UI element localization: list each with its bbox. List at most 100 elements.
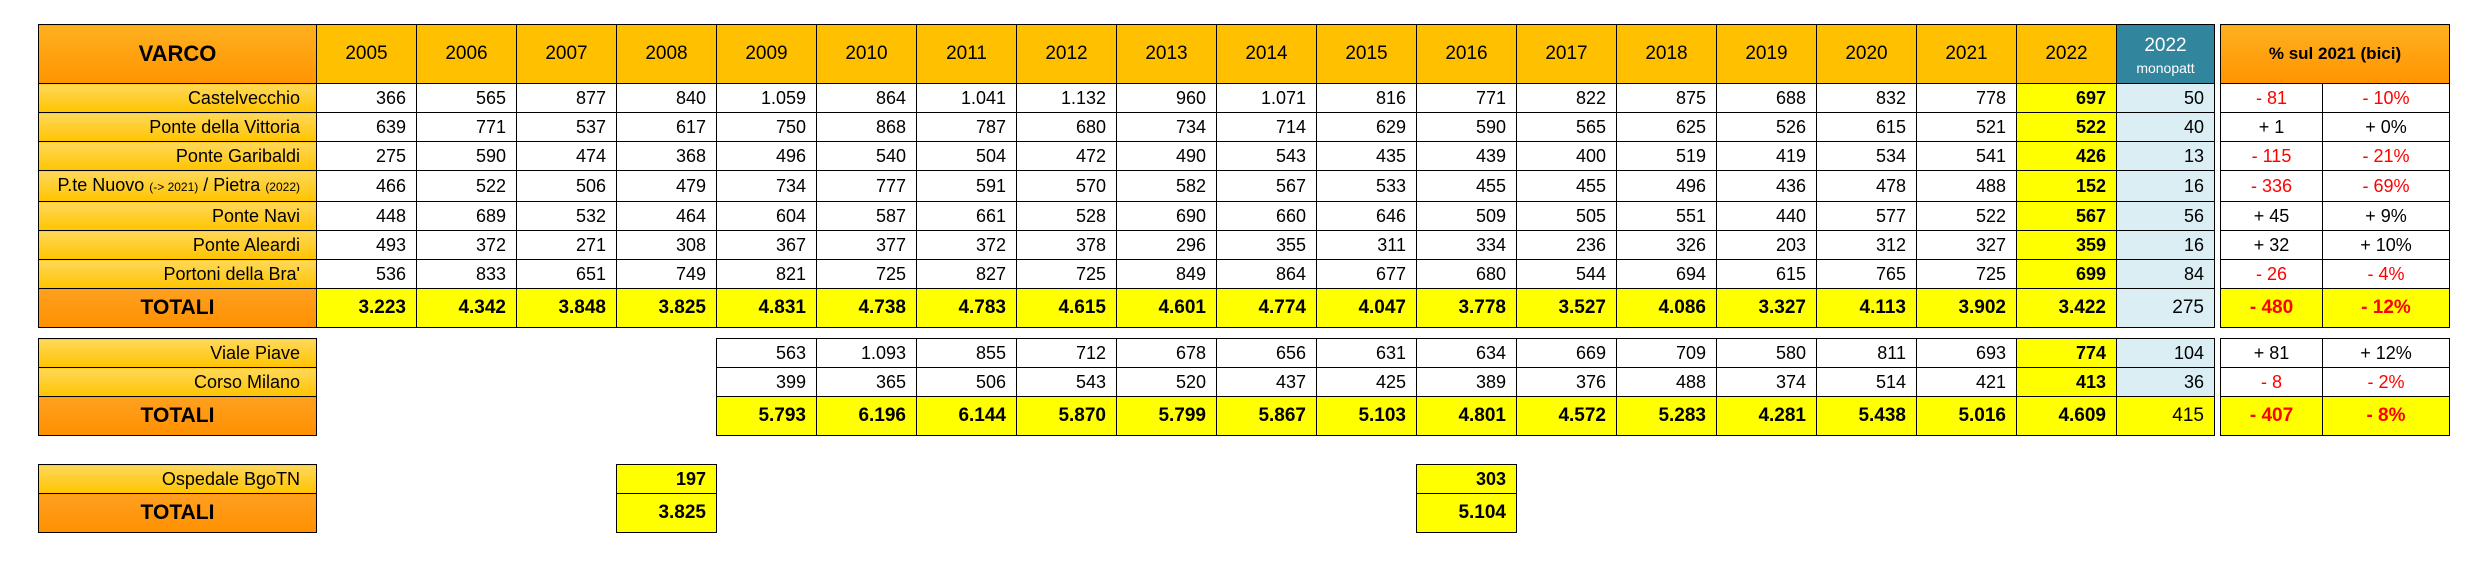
value-cell: 734 (716, 170, 817, 202)
total-value: 3.223 (316, 288, 417, 328)
header-year: 2008 (616, 24, 717, 84)
total-monopatt: 415 (2116, 396, 2215, 436)
diff-cell: - 336 (2220, 170, 2323, 202)
header-monopatt-label: monopatt (2136, 60, 2195, 76)
value-cell: 582 (1116, 170, 1217, 202)
total-row: TOTALI 3.223 4.342 3.848 3.825 4.831 4.738 4.78… (38, 288, 2450, 328)
value-cell: 312 (1816, 230, 1917, 260)
value-cell: 466 (316, 170, 417, 202)
value-cell: 478 (1816, 170, 1917, 202)
value-cell: 1.132 (1016, 83, 1117, 113)
value-cell: 833 (416, 259, 517, 289)
pct-cell: + 9% (2322, 201, 2450, 231)
pct-cell: + 12% (2322, 338, 2450, 368)
total-value: 4.086 (1616, 288, 1717, 328)
value-cell: 326 (1616, 230, 1717, 260)
value-cell: 551 (1616, 201, 1717, 231)
value-cell: 855 (916, 338, 1017, 368)
table-row: Ponte Navi 448 689 532 464 604 587 661 528 690 660… (38, 201, 2450, 231)
value-cell: 374 (1716, 367, 1817, 397)
diff-cell: + 45 (2220, 201, 2323, 231)
value-cell: 680 (1416, 259, 1517, 289)
value-cell: 311 (1316, 230, 1417, 260)
total-monopatt: 275 (2116, 288, 2215, 328)
value-cell: 504 (916, 141, 1017, 171)
header-varco: VARCO (38, 24, 317, 84)
value-cell: 749 (616, 259, 717, 289)
value-cell: 472 (1016, 141, 1117, 171)
value-cell: 712 (1016, 338, 1117, 368)
total-value: 5.103 (1316, 396, 1417, 436)
total-value: 4.281 (1716, 396, 1817, 436)
value-cell: 821 (716, 259, 817, 289)
total-value: 4.601 (1116, 288, 1217, 328)
value-cell: 522 (416, 170, 517, 202)
diff-cell: + 32 (2220, 230, 2323, 260)
value-cell: 437 (1216, 367, 1317, 397)
value-cell: 714 (1216, 112, 1317, 142)
diff-cell: + 81 (2220, 338, 2323, 368)
value-cell: 590 (416, 141, 517, 171)
value-cell: 832 (1816, 83, 1917, 113)
value-cell: 419 (1716, 141, 1817, 171)
value-cell: 875 (1616, 83, 1717, 113)
value-cell: 327 (1916, 230, 2017, 260)
table-row: Corso Milano 399 365 506 543 520 437 425 389 376 4… (38, 367, 2450, 397)
monopatt-cell: 84 (2116, 259, 2215, 289)
header-year: 2011 (916, 24, 1017, 84)
table-row: Castelvecchio 366 565 877 840 1.059 864 1.041 1.… (38, 83, 2450, 113)
value-cell: 400 (1516, 141, 1617, 171)
header-monopatt-year: 2022 (2144, 35, 2187, 56)
row-label: Castelvecchio (38, 83, 317, 113)
total-value: 4.047 (1316, 288, 1417, 328)
total-value: 4.774 (1216, 288, 1317, 328)
row-label: Ponte Navi (38, 201, 317, 231)
monopatt-cell: 56 (2116, 201, 2215, 231)
value-cell: 787 (916, 112, 1017, 142)
value-cell: 532 (516, 201, 617, 231)
total-value: 4.738 (816, 288, 917, 328)
total-row: TOTALI 3.825 5.104 (38, 493, 2450, 533)
value-cell: 816 (1316, 83, 1417, 113)
value-cell: 699 (2016, 259, 2117, 289)
header-year: 2015 (1316, 24, 1417, 84)
total-value: 4.615 (1016, 288, 1117, 328)
value-cell: 376 (1516, 367, 1617, 397)
empty-cell (717, 465, 1417, 494)
value-cell: 365 (816, 367, 917, 397)
total-value: 4.572 (1516, 396, 1617, 436)
value-cell: 436 (1716, 170, 1817, 202)
row-label: Viale Piave (38, 338, 317, 368)
value-cell: 496 (1616, 170, 1717, 202)
value-cell: 690 (1116, 201, 1217, 231)
value-cell: 540 (816, 141, 917, 171)
value-cell: 570 (1016, 170, 1117, 202)
value-cell: 771 (416, 112, 517, 142)
value-cell: 868 (816, 112, 917, 142)
value-cell: 372 (916, 230, 1017, 260)
table-row: Ponte Garibaldi 275 590 474 368 496 540 504 472 4… (38, 141, 2450, 171)
value-cell: 496 (716, 141, 817, 171)
value-cell: 639 (316, 112, 417, 142)
total-value: 5.799 (1116, 396, 1217, 436)
value-cell: 693 (1916, 338, 2017, 368)
monopatt-cell: 104 (2116, 338, 2215, 368)
value-cell: 389 (1416, 367, 1517, 397)
value-cell: 1.041 (916, 83, 1017, 113)
total-value: 6.196 (816, 396, 917, 436)
total-value: 3.902 (1916, 288, 2017, 328)
pct-cell: - 69% (2322, 170, 2450, 202)
value-cell: 563 (716, 338, 817, 368)
diff-cell: + 1 (2220, 112, 2323, 142)
value-cell: 541 (1916, 141, 2017, 171)
value-cell: 399 (716, 367, 817, 397)
value-cell: 615 (1816, 112, 1917, 142)
value-cell: 479 (616, 170, 717, 202)
header-year: 2006 (416, 24, 517, 84)
value-cell: 631 (1316, 338, 1417, 368)
value-cell: 565 (416, 83, 517, 113)
monopatt-cell: 36 (2116, 367, 2215, 397)
value-cell: 565 (1516, 112, 1617, 142)
row-label-part: P.te Nuovo (57, 175, 150, 195)
header-year: 2017 (1516, 24, 1617, 84)
